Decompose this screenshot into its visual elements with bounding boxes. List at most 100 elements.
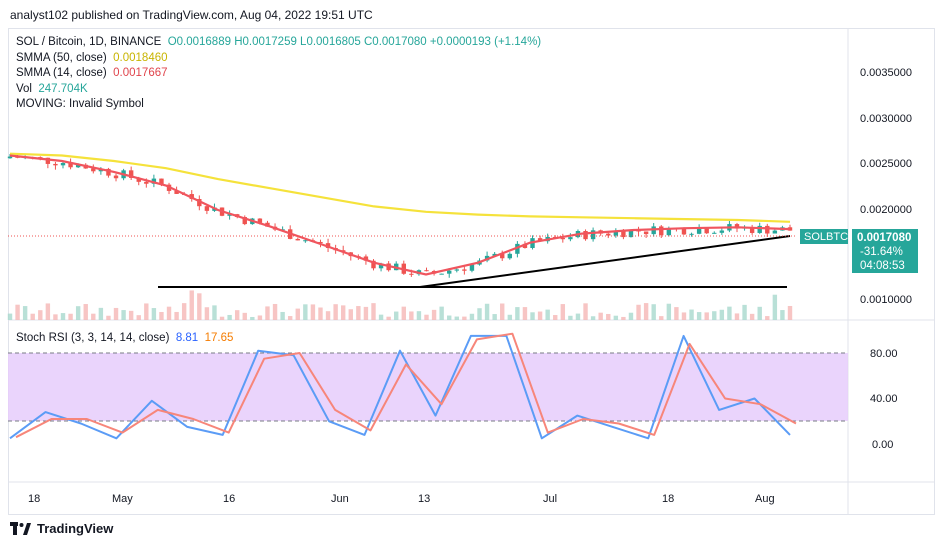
stoch-legend: Stoch RSI (3, 3, 14, 14, close) 8.81 17.… [16, 331, 233, 347]
candle-body [712, 232, 717, 234]
stoch-d-line [15, 332, 797, 439]
candle-body [363, 256, 369, 261]
legend-vol-value: 247.704K [38, 82, 88, 95]
volume-bar [280, 311, 285, 320]
volume-bar [394, 311, 399, 320]
volume-bar [416, 311, 422, 320]
candle-body [590, 230, 596, 240]
price-tag-countdown: 04:08:53 [860, 260, 905, 272]
volume-bar [454, 316, 459, 320]
tradingview-logo-icon [10, 521, 32, 536]
volume-bar [689, 309, 694, 320]
candle-body [128, 170, 134, 178]
volume-bar [621, 316, 626, 320]
volume-bar [696, 312, 702, 320]
footer-brand[interactable]: TradingView [10, 521, 113, 536]
candle-body [159, 178, 164, 185]
volume-bar [515, 307, 520, 320]
volume-bar [181, 303, 187, 320]
volume-bar [121, 310, 126, 320]
legend-sma50-value: 0.0018460 [113, 51, 168, 64]
volume-bar [613, 315, 619, 320]
candle-body [295, 238, 300, 241]
volume-bar [106, 315, 111, 320]
volume-bar [643, 303, 649, 320]
price-tag-value: 0.0017080 [857, 232, 911, 244]
volume-bar [666, 303, 672, 320]
candle-body [613, 231, 619, 236]
volume-bar [303, 304, 308, 320]
candle-body [500, 253, 505, 259]
volume-bar [348, 309, 353, 320]
volume-bar [60, 313, 66, 320]
stoch-y-tick: 40.00 [870, 393, 898, 405]
candle-body [318, 241, 323, 244]
legend-vol-label[interactable]: Vol [16, 82, 32, 95]
candle-body [424, 270, 429, 272]
volume-bar [75, 306, 81, 320]
legend-sma14-value: 0.0017667 [113, 67, 168, 79]
candle-body [439, 273, 444, 275]
candle-body [409, 273, 414, 275]
volume-bar [128, 310, 134, 320]
volume-bar [439, 306, 444, 320]
volume-bar [780, 310, 785, 320]
legend-sma50-label[interactable]: SMMA (50, close) [16, 51, 107, 64]
candle-body [204, 206, 210, 211]
volume-bar [189, 290, 194, 320]
volume-bar [38, 310, 43, 320]
candle-body [719, 230, 725, 233]
chart-frame [8, 28, 935, 515]
stoch-legend-k: 8.81 [175, 332, 199, 344]
candle-body [606, 233, 611, 236]
candle-body [689, 233, 694, 235]
stoch-band [8, 353, 848, 421]
volume-bar [151, 308, 157, 320]
x-tick-label: Jun [331, 493, 349, 505]
x-tick-label: Aug [755, 493, 775, 505]
trend-line[interactable] [419, 235, 791, 288]
volume-bar [53, 314, 58, 320]
y-tick-label: 0.0035000 [860, 67, 912, 79]
candle-body [515, 243, 520, 254]
candle-body [522, 243, 528, 248]
volume-bar [250, 316, 255, 320]
price-tag-bg [852, 229, 918, 273]
y-tick-label: 0.0020000 [860, 204, 912, 216]
volume-bar [507, 314, 513, 320]
volume-bar [265, 306, 270, 320]
legend-ohlc: O0.0016889 H0.0017259 L0.0016805 C0.0017… [167, 36, 542, 48]
y-tick-label: 0.0030000 [860, 113, 912, 125]
candle-body [113, 175, 119, 179]
footer-brand-text: TradingView [37, 521, 114, 536]
candle-body [53, 163, 58, 166]
x-tick-label: 18 [28, 493, 40, 505]
volume-bar [295, 308, 300, 320]
legend-moving[interactable]: MOVING: Invalid Symbol [16, 98, 144, 110]
legend-sma14-label[interactable]: SMMA (14, close) [16, 67, 107, 79]
candle-body [68, 162, 73, 168]
volume-bar [537, 311, 543, 320]
y-tick-label: 0.0025000 [860, 158, 912, 170]
volume-bar [325, 311, 331, 320]
stoch-legend-label[interactable]: Stoch RSI (3, 3, 14, 14, close) [16, 332, 170, 344]
stoch-k-line [9, 334, 791, 440]
candle-body [507, 253, 513, 259]
volume-bar [545, 309, 550, 320]
legend-symbol[interactable]: SOL / Bitcoin, 1D, BINANCE [16, 36, 162, 48]
volume-bar [272, 303, 278, 320]
candle-body [628, 229, 634, 238]
volume-bar [219, 316, 225, 320]
x-tick-label: May [112, 493, 133, 505]
candle-body [454, 269, 459, 271]
volume-bar [659, 316, 664, 320]
candle-body [106, 168, 111, 176]
candle-body [659, 226, 664, 236]
volume-bar [522, 307, 528, 320]
candle-body [75, 164, 81, 168]
candle-body [462, 269, 467, 271]
candle-body [242, 217, 247, 225]
candle-body [469, 264, 475, 271]
candle-body [643, 231, 649, 235]
